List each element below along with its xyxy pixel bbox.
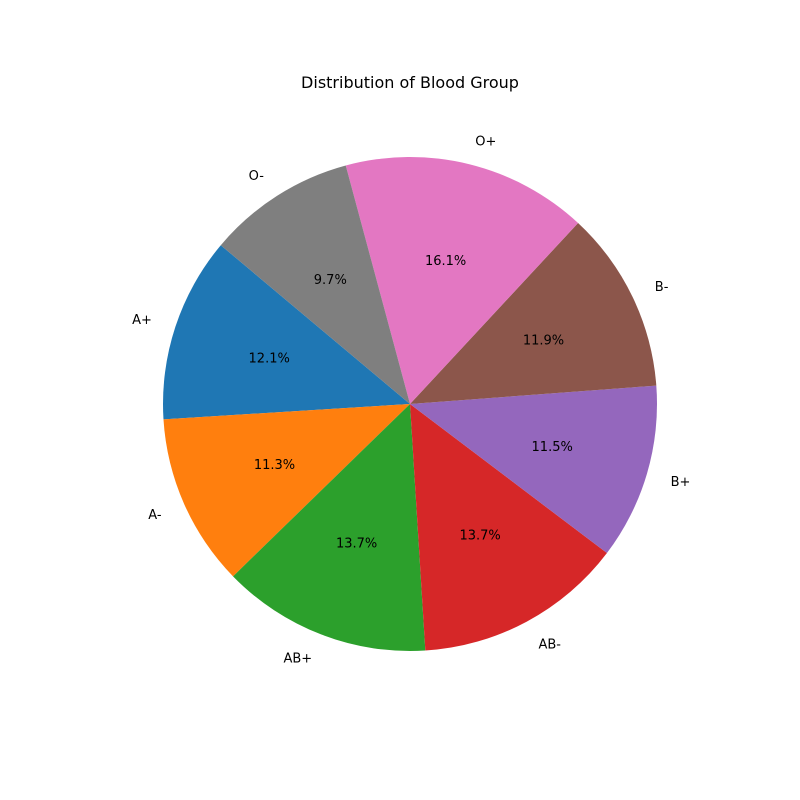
slice-percent-labels: 12.1% 11.3% 13.7% 13.7% 11.5% 11.9% 16.1% 9.7% <box>249 254 573 551</box>
chart-title: Distribution of Blood Group <box>301 73 519 92</box>
slice-percent-label: 13.7% <box>336 536 377 551</box>
pie-slice-O+ <box>345 157 579 404</box>
slice-label: B- <box>655 280 669 295</box>
slice-percent-label: 11.3% <box>254 458 295 473</box>
pie-slice-A+ <box>163 245 410 420</box>
pie-slice-O- <box>220 165 410 404</box>
slice-label: AB+ <box>283 652 312 667</box>
slice-percent-label: 11.5% <box>532 440 573 455</box>
slice-label: O- <box>249 169 265 184</box>
pie-slices <box>163 157 657 651</box>
slice-percent-label: 16.1% <box>425 254 466 269</box>
slice-label: B+ <box>671 475 691 490</box>
slice-percent-label: 11.9% <box>523 334 564 349</box>
pie-slice-AB+ <box>233 404 426 651</box>
pie-slice-AB- <box>410 404 607 651</box>
slice-labels: A+ A- AB+ AB- B+ B- O+ O- <box>132 134 690 666</box>
pie-slice-B- <box>410 223 657 404</box>
slice-percent-label: 9.7% <box>314 273 347 288</box>
pie-slice-A- <box>163 404 410 577</box>
slice-label: A- <box>148 508 162 523</box>
pie-slice-B+ <box>410 385 657 554</box>
slice-percent-label: 13.7% <box>459 529 500 544</box>
slice-percent-label: 12.1% <box>249 352 290 367</box>
slice-label: O+ <box>475 134 496 149</box>
slice-label: A+ <box>132 313 152 328</box>
slice-label: AB- <box>539 637 562 652</box>
